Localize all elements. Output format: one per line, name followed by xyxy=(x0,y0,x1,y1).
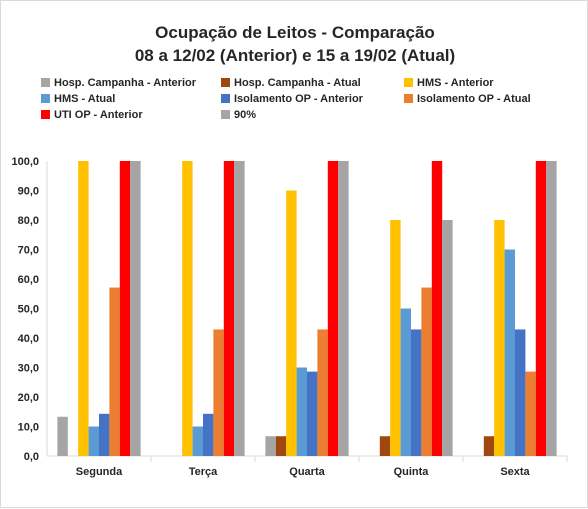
bar xyxy=(379,436,391,456)
bar xyxy=(57,416,68,456)
bar xyxy=(535,161,547,456)
bar xyxy=(265,436,276,456)
bar xyxy=(286,190,297,456)
legend-item: HMS - Atual xyxy=(41,93,115,105)
bar xyxy=(192,426,203,456)
x-tick-label: Segunda xyxy=(76,466,123,478)
y-tick-label: 60,0 xyxy=(18,274,39,286)
y-tick-label: 50,0 xyxy=(18,304,39,316)
bar xyxy=(546,161,557,456)
bar xyxy=(223,161,235,456)
bar xyxy=(390,220,401,456)
bar xyxy=(515,329,526,456)
legend-swatch xyxy=(41,78,50,87)
legend-item: Isolamento OP - Anterior xyxy=(221,93,363,105)
legend-swatch xyxy=(221,110,230,119)
legend-label: 90% xyxy=(234,109,257,121)
bar xyxy=(411,329,422,456)
bar xyxy=(525,371,536,456)
bar xyxy=(327,161,339,456)
legend-swatch xyxy=(404,94,413,103)
bar xyxy=(203,413,214,456)
bar xyxy=(317,329,328,456)
bar xyxy=(109,287,120,456)
bar xyxy=(338,161,349,456)
legend-item: 90% xyxy=(221,109,256,121)
legend-item: Hosp. Campanha - Atual xyxy=(221,77,361,89)
bar xyxy=(442,220,453,456)
y-tick-label: 0,0 xyxy=(24,451,39,463)
bar xyxy=(213,329,224,456)
bar xyxy=(431,161,443,456)
bar xyxy=(483,436,495,456)
legend-label: Hosp. Campanha - Anterior xyxy=(54,77,196,89)
y-tick-label: 40,0 xyxy=(18,333,39,345)
bar xyxy=(494,220,505,456)
chart-subtitle: 08 a 12/02 (Anterior) e 15 a 19/02 (Atua… xyxy=(134,46,456,65)
y-tick-label: 80,0 xyxy=(18,215,39,227)
legend-item: HMS - Anterior xyxy=(404,77,494,89)
x-tick-label: Terça xyxy=(189,466,218,478)
legend-label: HMS - Atual xyxy=(54,93,116,105)
y-tick-label: 20,0 xyxy=(18,392,39,404)
bar xyxy=(400,308,411,456)
legend-label: HMS - Anterior xyxy=(417,77,494,89)
bar xyxy=(296,367,307,456)
legend-label: Hosp. Campanha - Atual xyxy=(234,77,361,89)
legend-swatch xyxy=(221,94,230,103)
legend-label: Isolamento OP - Anterior xyxy=(234,93,363,105)
bar xyxy=(182,161,193,456)
bar xyxy=(421,287,432,456)
bar xyxy=(504,249,515,456)
y-tick-label: 90,0 xyxy=(18,186,39,198)
legend-item: UTI OP - Anterior xyxy=(41,109,143,121)
bar xyxy=(78,161,89,456)
y-tick-label: 100,0 xyxy=(11,156,39,168)
bar xyxy=(307,371,318,456)
bar xyxy=(234,161,245,456)
y-tick-label: 70,0 xyxy=(18,245,39,257)
x-tick-label: Quinta xyxy=(394,466,430,478)
legend-swatch xyxy=(41,94,50,103)
bar xyxy=(88,426,99,456)
bar xyxy=(99,413,110,456)
bar xyxy=(119,161,131,456)
chart-title: Ocupação de Leitos - Comparação xyxy=(155,23,435,42)
legend-item: Isolamento OP - Atual xyxy=(404,93,531,105)
y-tick-label: 10,0 xyxy=(18,422,39,434)
y-tick-label: 30,0 xyxy=(18,363,39,375)
bar xyxy=(275,436,287,456)
legend-swatch xyxy=(221,78,230,87)
x-tick-label: Quarta xyxy=(289,466,325,478)
bar xyxy=(130,161,141,456)
legend-swatch xyxy=(404,78,413,87)
legend-label: Isolamento OP - Atual xyxy=(417,93,531,105)
legend-swatch xyxy=(41,110,50,119)
legend-item: Hosp. Campanha - Anterior xyxy=(41,77,196,89)
legend-label: UTI OP - Anterior xyxy=(54,109,143,121)
x-tick-label: Sexta xyxy=(500,466,530,478)
